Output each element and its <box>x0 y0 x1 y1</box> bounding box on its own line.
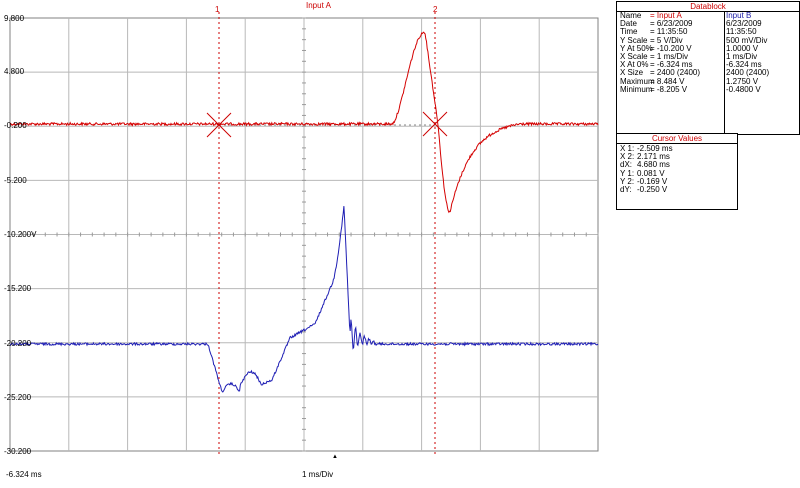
cursor-value-row: Y 1: 0.081 V <box>620 168 665 178</box>
trace-input-a <box>9 31 599 214</box>
y-tick-label: -0.200 <box>4 121 27 130</box>
trace-input-b <box>9 206 599 393</box>
datablock-row: Y At 50% = -10.200 V 1.0000 V <box>620 43 759 53</box>
cursor-1-marker-icon <box>206 112 232 138</box>
y-tick-label: -25.200 <box>4 393 32 402</box>
y-tick-label: -30.200 <box>4 447 32 456</box>
y-tick-label: -15.200 <box>4 284 32 293</box>
datablock-row: Minimum = -8.205 V -0.4800 V <box>620 84 761 94</box>
cursor-value-row: X 2: 2.171 ms <box>620 152 670 162</box>
timebase-label: 1 ms/Div <box>302 470 334 479</box>
y-tick-label: 9.800 <box>4 14 25 23</box>
y-tick-label: -20.200 <box>4 339 32 348</box>
cursor-2-label[interactable]: 2 <box>433 5 438 14</box>
x-origin-label: -6.324 ms <box>6 470 42 479</box>
datablock-row: Maximum = 8.484 V 1.2750 V <box>620 76 759 86</box>
datablock-row: X At 0% = -6.324 ms -6.324 ms <box>620 60 762 70</box>
cursor-value-row: dX: 4.680 ms <box>620 160 670 170</box>
cursor-value-row: Y 2: -0.169 V <box>620 176 668 186</box>
plot-grid <box>9 17 599 452</box>
y-tick-label: -5.200 <box>4 176 27 185</box>
datablock-row: X Size = 2400 (2400) 2400 (2400) <box>620 68 770 78</box>
trigger-marker-icon[interactable]: ▲ <box>332 454 338 460</box>
datablock-row: Y Scale = 5 V/Div 500 mV/Div <box>620 35 768 45</box>
datablock-row: Time = 11:35:50 11:35:50 <box>620 27 757 37</box>
cursor-1-label[interactable]: 1 <box>215 5 220 14</box>
cursor-lines <box>218 12 436 455</box>
cursor-markers <box>206 111 448 138</box>
datablock-title: Datablock <box>617 2 799 12</box>
datablock-row: Date = 6/23/2009 6/23/2009 <box>620 19 762 29</box>
cursor-values-title: Cursor Values <box>617 134 737 144</box>
cursor-2-marker-icon <box>422 111 448 137</box>
datablock-row: X Scale = 1 ms/Div 1 ms/Div <box>620 51 758 61</box>
datablock-row: Name = Input A Input B <box>620 11 752 20</box>
y-tick-label: -10.200V <box>4 230 37 239</box>
cursor-value-row: X 1: -2.509 ms <box>620 144 673 153</box>
y-tick-label: 4.800 <box>4 67 25 76</box>
datablock-divider <box>724 12 725 134</box>
plot-title: Input A <box>306 1 331 10</box>
cursor-values-panel: Cursor Values X 1: -2.509 ms X 2: 2.171 ms… <box>616 133 738 210</box>
datablock-panel: Datablock Name = Input A Input B Date = 6/2… <box>616 1 800 135</box>
cursor-value-row: dY: -0.250 V <box>620 184 668 194</box>
